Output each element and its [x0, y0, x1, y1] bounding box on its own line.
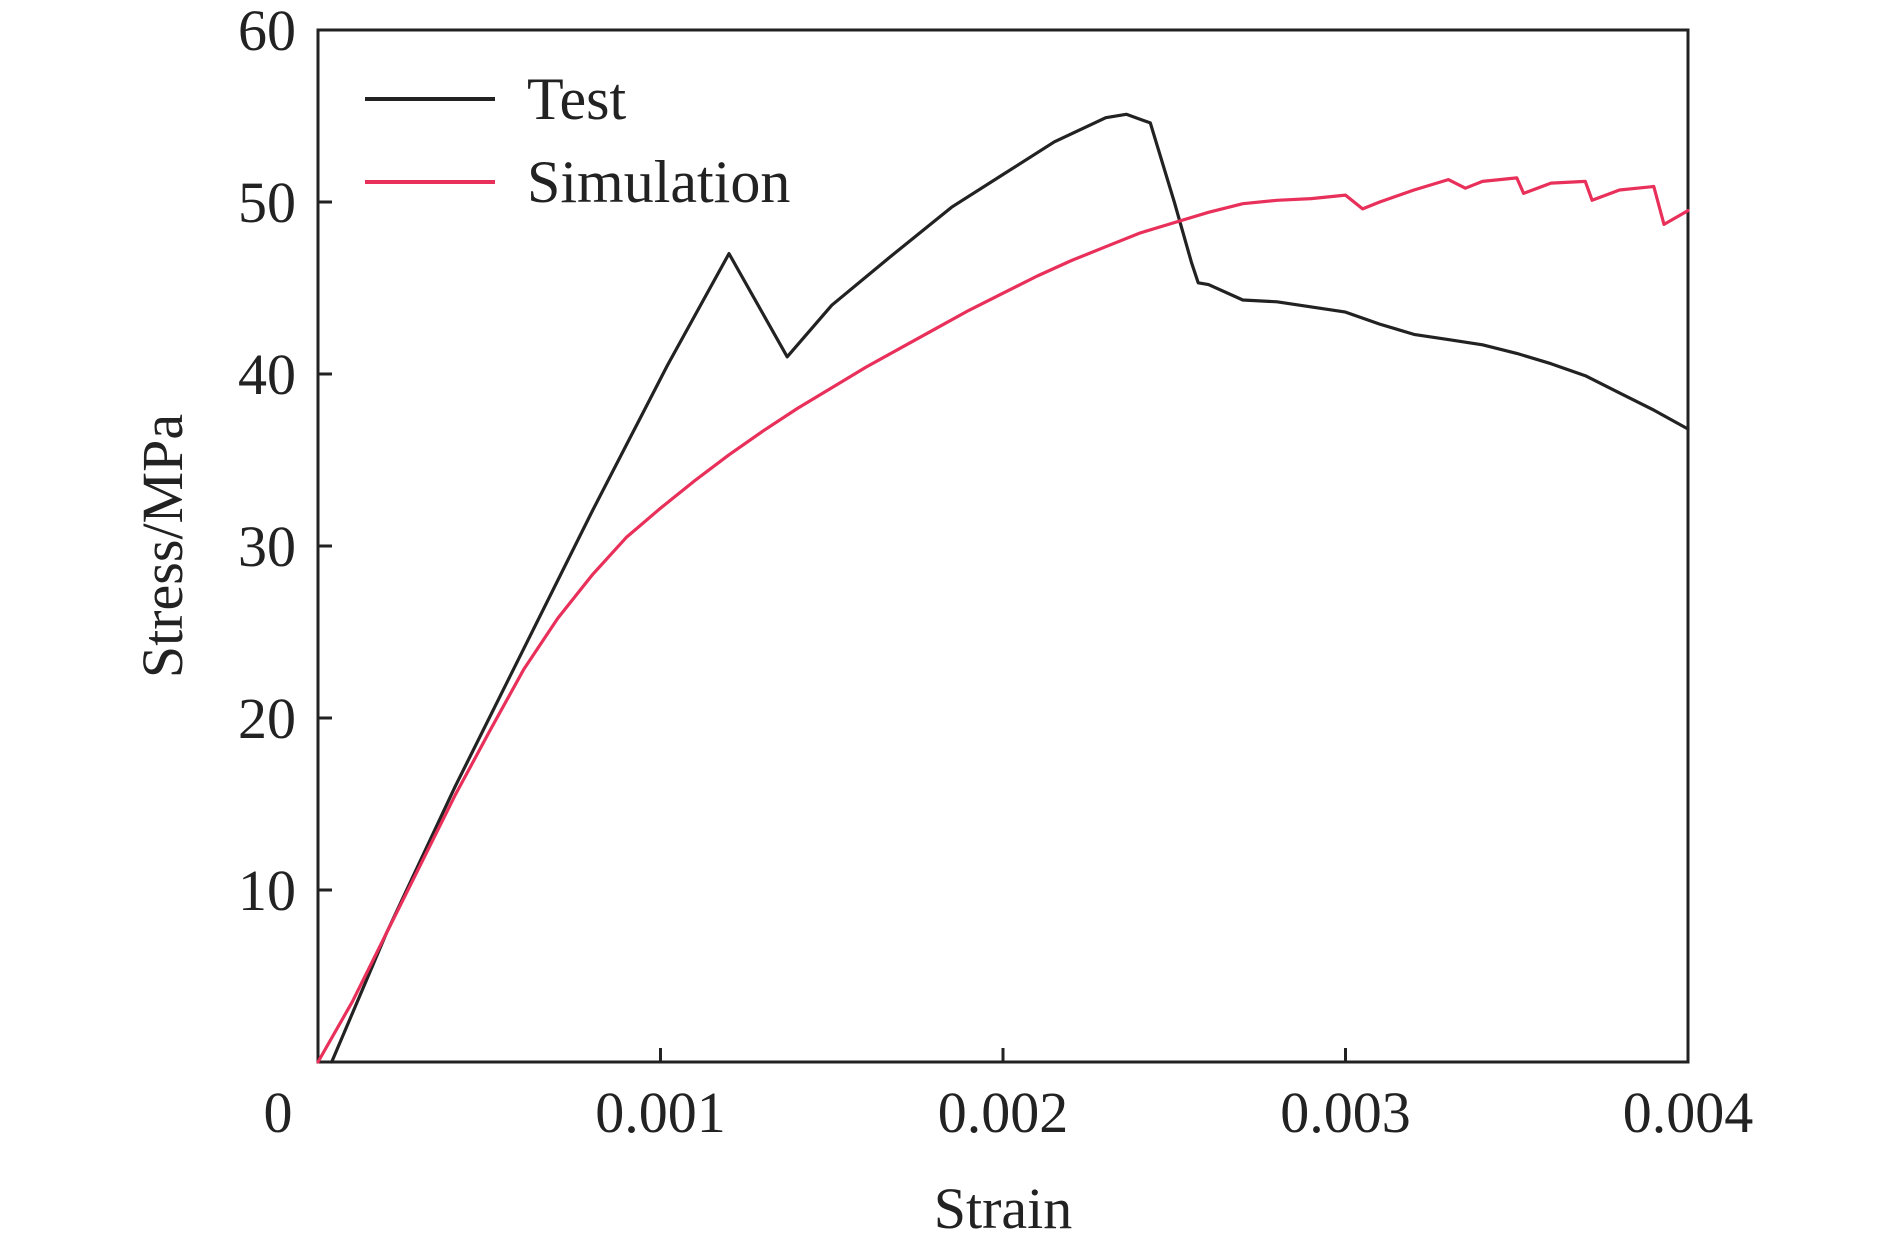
legend-label-simulation: Simulation [527, 149, 790, 215]
legend: Test Simulation [365, 66, 790, 215]
plot-frame [316, 28, 1690, 1064]
y-tick-label: 30 [238, 514, 296, 579]
x-axis: 0 0.001 0.002 0.003 0.004 [264, 1048, 1754, 1145]
series-layer [316, 112, 1690, 1064]
y-tick-label: 40 [238, 342, 296, 407]
x-axis-title: Strain [934, 1176, 1073, 1241]
y-axis: 10 20 30 40 50 60 [238, 0, 332, 923]
y-tick-label: 20 [238, 686, 296, 751]
x-tick-label: 0.003 [1280, 1080, 1411, 1145]
x-tick-label: 0.004 [1623, 1080, 1754, 1145]
y-tick-label: 10 [238, 858, 296, 923]
legend-label-test: Test [527, 66, 626, 132]
y-tick-label: 50 [238, 170, 296, 235]
x-tick-label: 0.001 [595, 1080, 726, 1145]
y-tick-label: 60 [238, 0, 296, 63]
series-line-test [330, 112, 1690, 1064]
y-axis-title: Stress/MPa [130, 414, 195, 678]
x-tick-label: 0.002 [938, 1080, 1069, 1145]
x-tick-label: 0 [264, 1080, 293, 1145]
series-line-simulation [316, 176, 1690, 1064]
